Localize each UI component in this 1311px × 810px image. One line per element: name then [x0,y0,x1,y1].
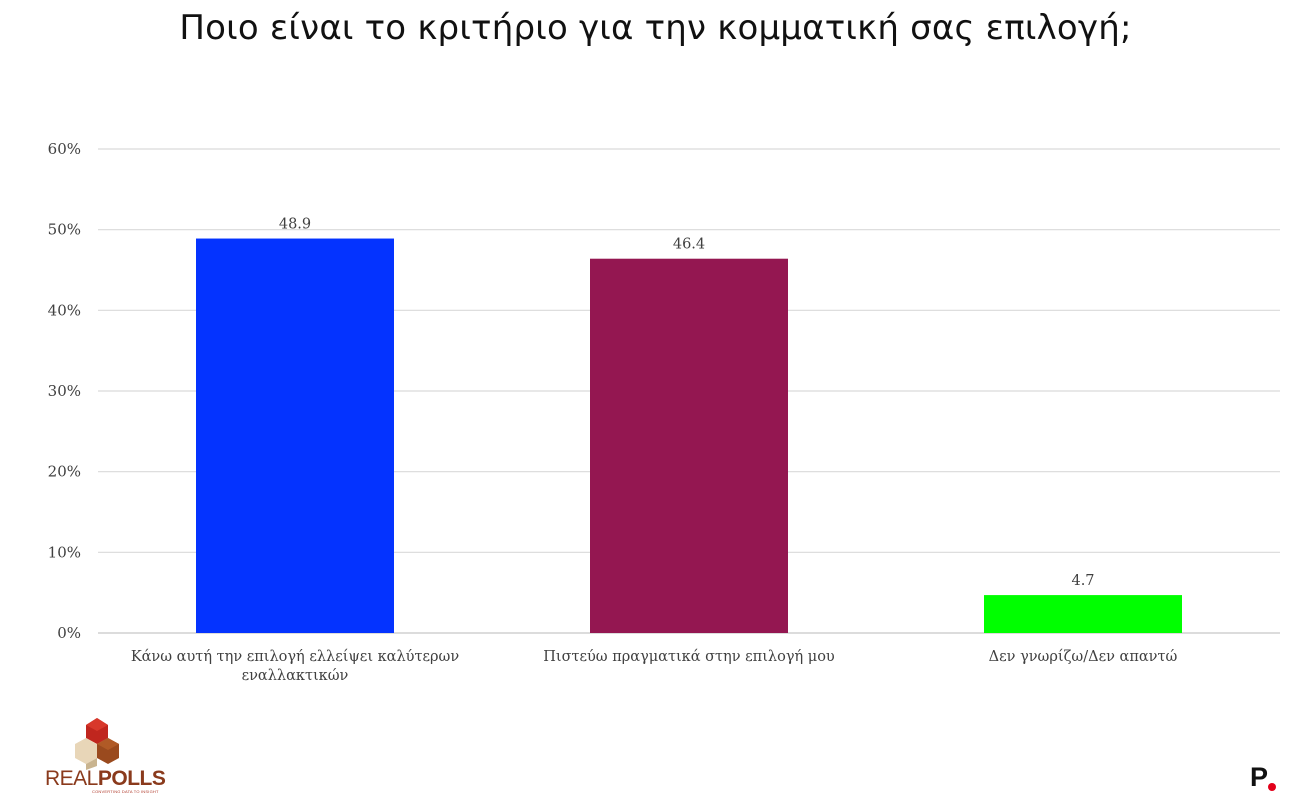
x-category-label: εναλλακτικών [242,668,349,684]
bars [196,238,1182,634]
y-axis-tick-labels: 0% 10% 20% 30% 40% 50% 60% [48,140,81,642]
y-tick-label: 40% [48,301,81,319]
x-category-label: Κάνω αυτή την επιλογή ελλείψει καλύτερων [131,648,460,665]
bar [196,238,394,634]
y-tick-label: 20% [48,463,81,481]
data-labels: 48.9 46.4 4.7 [279,217,1095,590]
y-tick-label: 10% [48,543,81,561]
bar [590,258,788,633]
x-category-label: Πιστεύω πραγματικά στην επιλογή μου [543,649,835,665]
bar [984,595,1182,633]
realpolls-tagline: CONVERTING DATA TO INSIGHT [92,789,159,794]
y-tick-label: 30% [48,382,81,400]
publisher-logo-dot [1268,783,1276,791]
publisher-logo: P [1250,762,1269,792]
y-tick-label: 60% [48,140,81,158]
x-axis-category-labels: Κάνω αυτή την επιλογή ελλείψει καλύτερων… [131,648,1178,684]
data-label: 4.7 [1071,573,1094,589]
realpolls-logo-text: REALPOLLS [45,767,166,790]
realpolls-logo-icon [75,718,119,770]
y-tick-label: 0% [57,624,81,642]
data-label: 48.9 [279,217,311,233]
chart-title: Ποιο είναι το κριτήριο για την κομματική… [179,8,1132,48]
x-category-label: Δεν γνωρίζω/Δεν απαντώ [989,648,1178,665]
data-label: 46.4 [673,237,705,253]
y-tick-label: 50% [48,221,81,239]
